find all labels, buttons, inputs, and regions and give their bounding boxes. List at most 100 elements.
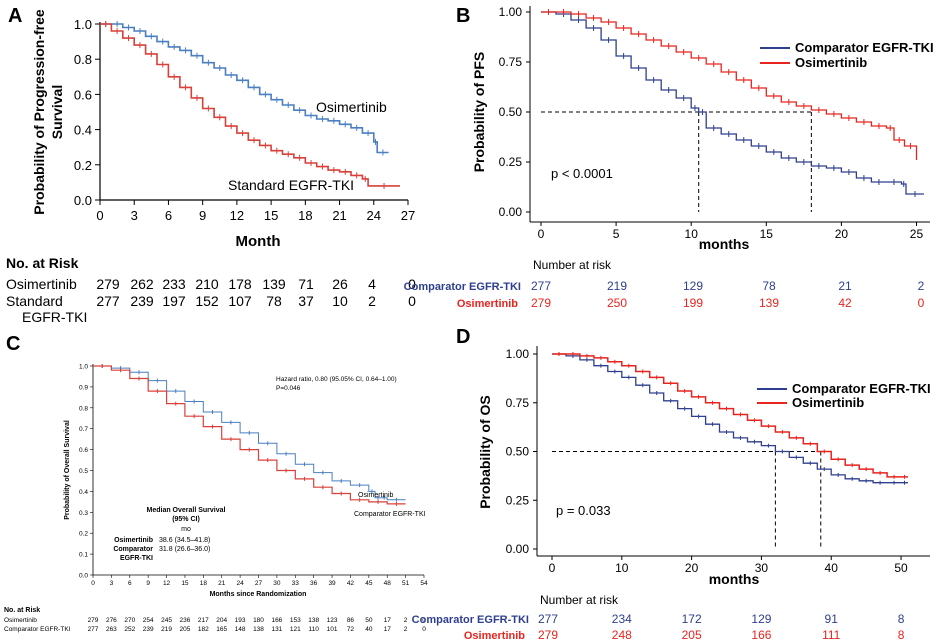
panel-c-risk-value: 131 [271, 626, 282, 633]
panel-d-x-tick-label: 40 [825, 561, 839, 575]
panel-c-risk-value: 86 [347, 617, 355, 624]
panel-a-y-label-line2: Survival [49, 85, 65, 139]
panel-c-risk-value: 110 [308, 626, 319, 633]
panel-b-risk-value: 129 [683, 279, 703, 293]
panel-a-standard-label: Standard EGFR-TKI [228, 177, 354, 193]
panel-c-risk-value: 166 [271, 617, 282, 624]
panel-a-x-tick-label: 21 [332, 208, 346, 223]
panel-c-risk-value: 2 [404, 626, 408, 633]
panel-c-y-tick-label: 0.0 [79, 573, 88, 580]
panel-b-y-tick-label: 0.50 [499, 105, 523, 119]
panel-c-risk-value: 204 [216, 617, 227, 624]
panel-b-pvalue: p < 0.0001 [551, 166, 613, 181]
panel-a-x-tick-label: 6 [165, 208, 172, 223]
panel-c-y-label: Probability of Overall Survival [64, 420, 71, 520]
panel-c-x-tick-label: 33 [292, 580, 300, 587]
panel-b-x-tick-label: 5 [613, 227, 620, 241]
panel-d-y-tick-label: 1.00 [506, 347, 530, 361]
panel-a-y-tick-label: 0.4 [74, 123, 92, 138]
panel-b-risk-value: 279 [531, 296, 551, 310]
panel-a-risk-value: 178 [228, 276, 252, 292]
panel-a-risk-value: 2 [368, 293, 376, 309]
panel-c-median-title: Median Overall Survival [147, 507, 226, 514]
panel-c-risk-value: 148 [235, 626, 246, 633]
panel-d-x-tick-label: 0 [549, 561, 556, 575]
panel-b-risk-value: 0 [918, 296, 925, 310]
panel-d-y-label: Probability of OS [477, 395, 493, 509]
panel-c-median-sub: (95% CI) [172, 516, 200, 523]
panel-c-risk-value: 153 [290, 617, 301, 624]
panel-c-x-tick-label: 42 [347, 580, 355, 587]
panel-c-risk-value: 123 [327, 617, 338, 624]
panel-c-risk-value: 138 [308, 617, 319, 624]
panel-c-median-comparator-value: 31.8 (26.6–36.0) [159, 546, 210, 553]
panel-c-risk-value: 50 [365, 617, 373, 624]
panel-d-risk-value: 8 [898, 612, 905, 626]
panel-a-x-tick-label: 15 [264, 208, 278, 223]
panel-b-risk-value: 219 [607, 279, 627, 293]
panel-c-x-tick-label: 15 [181, 580, 189, 587]
panel-c-x-tick-label: 36 [310, 580, 318, 587]
panel-d-risk-label: Comparator EGFR-TKI [412, 614, 529, 626]
panel-d-legend-comparator: Comparator EGFR-TKI [792, 381, 931, 396]
panel-c-risk-value: 182 [198, 626, 209, 633]
panel-b-x-tick-label: 15 [760, 227, 774, 241]
panel-b-x-tick-label: 20 [835, 227, 849, 241]
panel-a-risk-value: 107 [228, 293, 252, 309]
panel-a-risk-value: 4 [368, 276, 376, 292]
panel-a-risk-value: 0 [408, 293, 416, 309]
panel-d-x-tick-label: 50 [894, 561, 908, 575]
panel-c-pvalue: P=0.046 [276, 385, 301, 392]
panel-d-risk-label: Osimertinib [464, 630, 525, 642]
panel-c-x-tick-label: 6 [128, 580, 132, 587]
panel-c-x-tick-label: 21 [218, 580, 226, 587]
panel-c-median-comparator-label: Comparator [113, 546, 153, 553]
panel-c-x-tick-label: 51 [402, 580, 410, 587]
panel-c-risk-value: 219 [161, 626, 172, 633]
panel-c-risk-value: 165 [216, 626, 227, 633]
panel-c-x-tick-label: 24 [236, 580, 244, 587]
panel-c-risk-value: 138 [253, 626, 264, 633]
panel-c-risk-value: 40 [365, 626, 373, 633]
panel-d-x-tick-label: 30 [755, 561, 769, 575]
panel-b-x-tick-label: 0 [538, 227, 545, 241]
panel-b-risk-value: 42 [838, 296, 852, 310]
panel-c-comparator-label: Comparator EGFR-TKI [354, 511, 426, 518]
panel-c-x-tick-label: 27 [255, 580, 263, 587]
panel-d-risk-value: 234 [612, 612, 632, 626]
panel-c-risk-label: Osimertinib [4, 617, 37, 624]
panel-c-median-comparator-label-2: EGFR-TKI [120, 555, 153, 562]
panel-b-y-tick-label: 0.25 [499, 155, 523, 169]
panel-a-risk-label-standard: Standard [6, 293, 63, 309]
panel-a-letter: A [8, 5, 22, 27]
panel-b-legend-comparator: Comparator EGFR-TKI [795, 40, 934, 55]
panel-a-risk-title: No. at Risk [6, 255, 79, 271]
panel-b-risk-title: Number at risk [533, 258, 612, 272]
panel-d-risk-value: 129 [751, 612, 771, 626]
panel-d-x-label: months [709, 571, 760, 587]
panel-b-risk-value: 277 [531, 279, 551, 293]
panel-a-risk-value: 262 [130, 276, 154, 292]
panel-c-risk-value: 180 [253, 617, 264, 624]
panel-a-y-tick-label: 0.6 [74, 87, 92, 102]
panel-a-x-label: Month [236, 233, 281, 250]
panel-c-y-tick-label: 0.7 [79, 426, 88, 433]
panel-c-risk-value: 245 [161, 617, 172, 624]
panel-d-risk-value: 172 [682, 612, 702, 626]
panel-c-risk-value: 17 [384, 626, 392, 633]
panel-a-risk-value: 239 [130, 293, 154, 309]
panel-c-median-osimertinib-label: Osimertinib [114, 537, 153, 544]
panel-b-y-tick-label: 0.75 [499, 55, 523, 69]
panel-a-osimertinib-label: Osimertinib [316, 99, 387, 115]
panel-c-x-tick-label: 45 [365, 580, 373, 587]
panel-b-letter: B [456, 5, 470, 27]
panel-c-risk-value: 0 [422, 626, 426, 633]
panel-a-x-tick-label: 18 [298, 208, 312, 223]
panel-d-risk-title: Number at risk [540, 593, 619, 607]
panel-d-risk-value: 248 [612, 628, 632, 642]
panel-c-risk-value: 276 [106, 617, 117, 624]
panel-a-risk-value: 233 [162, 276, 186, 292]
panel-c-risk-value: 236 [180, 617, 191, 624]
panel-b-comparator-curve [541, 11, 924, 195]
